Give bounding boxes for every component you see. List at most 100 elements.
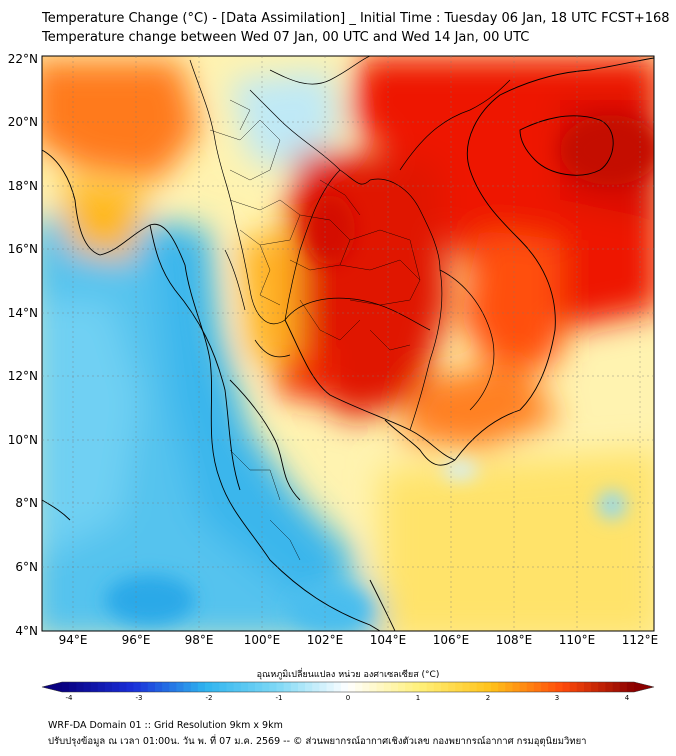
footer-model-info: WRF-DA Domain 01 :: Grid Resolution 9km … [48, 720, 283, 731]
map-subtitle: Temperature change between Wed 07 Jan, 0… [42, 30, 530, 45]
colorbar-segment [576, 682, 585, 692]
colorbar-segment [519, 682, 528, 692]
lon-label: 108°E [496, 633, 533, 647]
colorbar-segment [283, 682, 292, 692]
colorbar-segment [104, 682, 113, 692]
lat-label: 4°N [15, 624, 38, 638]
colorbar-segment [255, 682, 263, 692]
colorbar-segment [455, 682, 463, 692]
colorbar-segment [505, 682, 513, 692]
lat-label: 6°N [15, 560, 38, 574]
colorbar-segment [412, 682, 420, 692]
lon-label: 110°E [559, 633, 596, 647]
colorbar-segment [219, 682, 227, 692]
colorbar-segment [140, 682, 149, 692]
colorbar-segment [355, 682, 363, 692]
country-borders [189, 56, 511, 431]
colorbar-segment [305, 682, 313, 692]
colorbar-segment [383, 682, 392, 692]
colorbar-tick-label: 1 [416, 694, 420, 702]
colorbar-segment [569, 682, 578, 692]
colorbar-segment [290, 682, 299, 692]
colorbar-segment [205, 682, 213, 692]
colorbar-segment [376, 682, 385, 692]
lat-label: 8°N [15, 496, 38, 510]
colorbar-segment [340, 682, 349, 692]
lat-label: 20°N [8, 115, 38, 129]
lon-label: 112°E [622, 633, 659, 647]
lat-label: 10°N [8, 433, 38, 447]
lon-label: 96°E [122, 633, 151, 647]
lon-label: 104°E [370, 633, 407, 647]
colorbar-segment [69, 682, 77, 692]
colorbar-segment [548, 682, 556, 692]
colorbar-segment [512, 682, 520, 692]
colorbar-segment [433, 682, 442, 692]
colorbar-segment [162, 682, 170, 692]
colorbar-segment [491, 682, 499, 692]
colorbar-segment [190, 682, 199, 692]
province-borders [209, 99, 421, 561]
colorbar-segment [541, 682, 549, 692]
colorbar-segment [326, 682, 335, 692]
colorbar-segment [119, 682, 127, 692]
colorbar-segment [405, 682, 413, 692]
lon-label: 94°E [59, 633, 88, 647]
colorbar-segment [348, 682, 356, 692]
lon-label: 100°E [244, 633, 281, 647]
colorbar-segment [426, 682, 435, 692]
lat-label: 18°N [8, 179, 38, 193]
colorbar-segment [276, 682, 285, 692]
colorbar-segment [555, 682, 563, 692]
colorbar-segment [240, 682, 249, 692]
colorbar-segment [469, 682, 478, 692]
colorbar-segment [154, 682, 163, 692]
map-title: Temperature Change (°C) - [Data Assimila… [42, 11, 670, 26]
colorbar-tick-label: 2 [486, 694, 490, 702]
colorbar-segment [419, 682, 428, 692]
colorbar-segment [126, 682, 134, 692]
colorbar-segment [462, 682, 470, 692]
lon-label: 98°E [185, 633, 214, 647]
colorbar-segment [362, 682, 370, 692]
colorbar-segment [226, 682, 234, 692]
colorbar-tick-label: -1 [276, 694, 283, 702]
colorbar [41, 681, 655, 693]
colorbar-segment [562, 682, 571, 692]
colorbar-segment [440, 682, 449, 692]
temperature-change-map: 22°N 20°N 18°N 16°N 14°N 12°N 10°N 8°N 6… [8, 52, 659, 702]
colorbar-segment [147, 682, 156, 692]
colorbar-tick-label: -4 [66, 694, 74, 702]
colorbar-segment [526, 682, 535, 692]
colorbar-segment [369, 682, 377, 692]
colorbar-segment [197, 682, 206, 692]
colorbar-segment [612, 682, 621, 692]
colorbar-segment [212, 682, 220, 692]
colorbar-segment [176, 682, 184, 692]
colorbar-segment [398, 682, 406, 692]
colorbar-segment [390, 682, 399, 692]
colorbar-tick-label: -3 [136, 694, 143, 702]
lat-label: 16°N [8, 242, 38, 256]
colorbar-segment [183, 682, 192, 692]
colorbar-segment [97, 682, 106, 692]
colorbar-segment [83, 682, 91, 692]
map-frame [41, 55, 655, 632]
colorbar-outline [41, 681, 655, 693]
colorbar-min-arrow [42, 682, 62, 692]
graticule [42, 56, 654, 631]
colorbar-tick-label: -2 [206, 694, 213, 702]
colorbar-segment [498, 682, 506, 692]
colorbar-segment [533, 682, 542, 692]
colorbar-segment [319, 682, 327, 692]
coastlines [42, 57, 654, 631]
colorbar-segment [233, 682, 242, 692]
colorbar-segment [598, 682, 606, 692]
lon-label: 102°E [307, 633, 344, 647]
colorbar-tick-label: 3 [555, 694, 559, 702]
colorbar-segment [297, 682, 306, 692]
colorbar-segment [169, 682, 177, 692]
colorbar-segment [619, 682, 628, 692]
colorbar-segment [583, 682, 592, 692]
colorbar-segment [605, 682, 613, 692]
